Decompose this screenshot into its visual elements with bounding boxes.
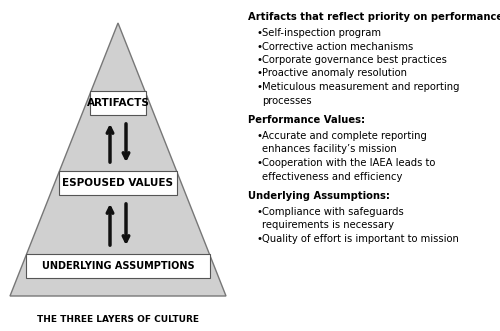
Text: effectiveness and efficiency: effectiveness and efficiency — [262, 171, 402, 181]
Text: Corporate governance best practices: Corporate governance best practices — [262, 55, 447, 65]
Text: •: • — [256, 82, 262, 92]
Text: UNDERLYING ASSUMPTIONS: UNDERLYING ASSUMPTIONS — [42, 261, 194, 271]
Text: •: • — [256, 131, 262, 141]
Text: Corrective action mechanisms: Corrective action mechanisms — [262, 41, 413, 52]
Text: Self-inspection program: Self-inspection program — [262, 28, 381, 38]
Text: •: • — [256, 158, 262, 168]
Text: ESPOUSED VALUES: ESPOUSED VALUES — [62, 178, 174, 188]
Text: Compliance with safeguards: Compliance with safeguards — [262, 207, 404, 217]
Text: Proactive anomaly resolution: Proactive anomaly resolution — [262, 69, 407, 78]
Text: Cooperation with the IAEA leads to: Cooperation with the IAEA leads to — [262, 158, 436, 168]
Text: Performance Values:: Performance Values: — [248, 115, 365, 125]
Bar — [58, 171, 178, 195]
Text: THE THREE LAYERS OF CULTURE: THE THREE LAYERS OF CULTURE — [37, 314, 199, 323]
Bar — [90, 91, 146, 115]
Text: •: • — [256, 234, 262, 244]
Text: enhances facility’s mission: enhances facility’s mission — [262, 145, 397, 155]
Bar — [26, 254, 210, 278]
Text: •: • — [256, 55, 262, 65]
Text: •: • — [256, 69, 262, 78]
Text: processes: processes — [262, 96, 312, 106]
Text: •: • — [256, 207, 262, 217]
Text: Quality of effort is important to mission: Quality of effort is important to missio… — [262, 234, 459, 244]
Text: •: • — [256, 41, 262, 52]
Text: Meticulous measurement and reporting: Meticulous measurement and reporting — [262, 82, 460, 92]
Text: Underlying Assumptions:: Underlying Assumptions: — [248, 191, 390, 201]
Text: ARTIFACTS: ARTIFACTS — [86, 98, 150, 108]
Polygon shape — [10, 23, 226, 296]
Text: Accurate and complete reporting: Accurate and complete reporting — [262, 131, 427, 141]
Text: requirements is necessary: requirements is necessary — [262, 220, 394, 230]
Text: Artifacts that reflect priority on performance:: Artifacts that reflect priority on perfo… — [248, 12, 500, 22]
Text: •: • — [256, 28, 262, 38]
